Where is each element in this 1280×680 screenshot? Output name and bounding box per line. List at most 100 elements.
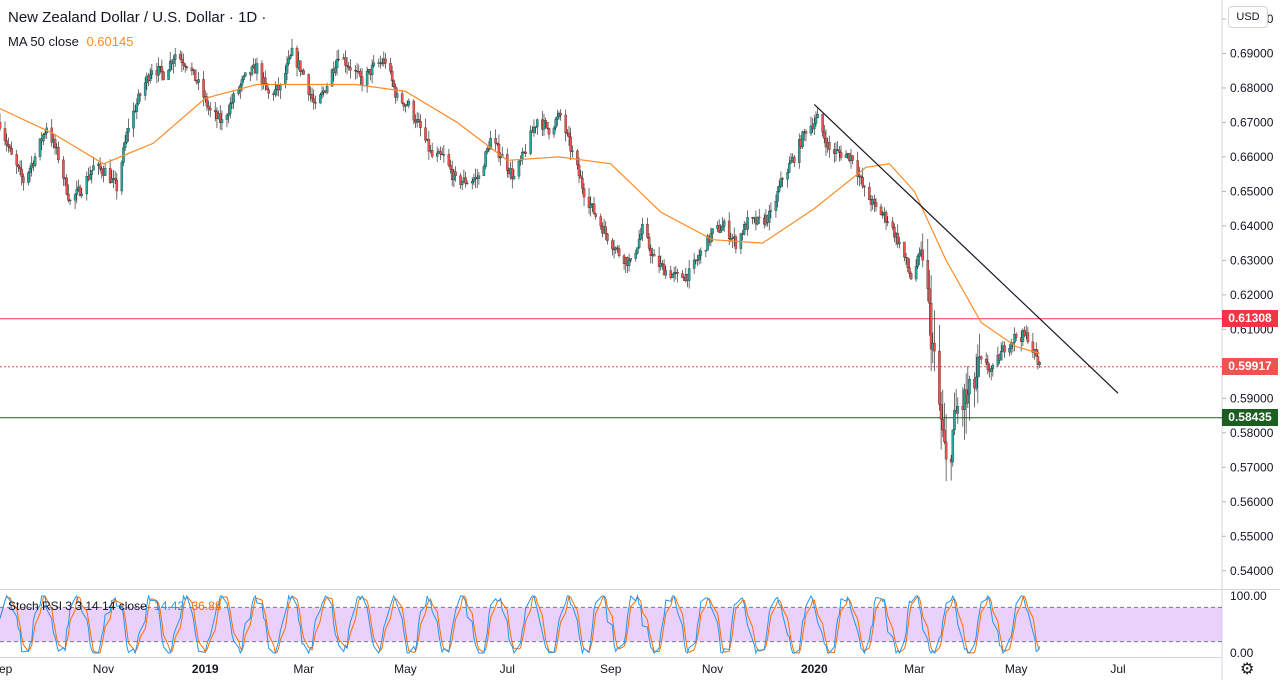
candle-body	[1026, 332, 1030, 343]
y-tick-label: 0.67000	[1230, 115, 1274, 129]
candle-body	[345, 65, 349, 67]
candle-body	[225, 115, 229, 120]
ma-label: MA 50 close	[8, 34, 79, 49]
candle-body	[851, 155, 854, 161]
candle-body	[242, 75, 245, 80]
candle-body	[392, 80, 396, 87]
currency-button[interactable]: USD	[1228, 6, 1268, 28]
candle-body	[207, 105, 210, 109]
candle-body	[359, 71, 362, 77]
candle-body	[821, 114, 824, 133]
candle-body	[916, 255, 920, 267]
stoch-tick-label: 0.00	[1230, 646, 1254, 660]
y-tick-label: 0.59000	[1230, 391, 1274, 405]
candle-body	[485, 148, 489, 152]
candle-body	[465, 183, 469, 185]
candle-body	[918, 253, 921, 257]
candle-body	[354, 70, 357, 72]
candle-body	[115, 179, 119, 192]
candle-body	[125, 131, 129, 143]
candle-body	[611, 240, 614, 250]
candle-body	[435, 153, 439, 157]
candle-body	[904, 256, 908, 259]
candle-body	[581, 178, 584, 189]
candle-body	[120, 162, 124, 192]
price-tag-support: 0.58435	[1222, 409, 1278, 427]
candle-body	[464, 177, 467, 184]
candle-body	[7, 144, 10, 147]
candle-body	[267, 89, 270, 94]
y-tick-label: 0.54000	[1230, 564, 1274, 578]
y-tick-label: 0.56000	[1230, 495, 1274, 509]
x-tick-label: Jul	[1110, 662, 1125, 676]
candle-body	[407, 100, 411, 106]
candle-body	[906, 257, 909, 268]
candle-body	[706, 235, 709, 251]
x-tick-label: 2020	[801, 662, 828, 676]
ma-line	[0, 83, 1040, 355]
candle-body	[746, 217, 749, 230]
candle-body	[68, 200, 72, 202]
candle-body	[73, 194, 77, 201]
x-tick-label: Mar	[904, 662, 925, 676]
candle-body	[229, 103, 232, 114]
candle-body	[65, 177, 68, 195]
candle-body	[559, 112, 562, 116]
candle-body	[18, 166, 22, 170]
candle-body	[1031, 341, 1035, 353]
candle-body	[150, 70, 154, 75]
x-tick-label: May	[1005, 662, 1028, 676]
candle-body	[255, 63, 259, 74]
candle-body	[756, 216, 759, 225]
candle-body	[360, 76, 364, 86]
candle-body	[287, 58, 290, 64]
stoch-k-value: 14.42	[154, 599, 185, 613]
candle-body	[801, 131, 804, 147]
candle-body	[641, 224, 644, 235]
candle-body	[180, 58, 184, 63]
candle-body	[110, 178, 114, 183]
candle-body	[113, 178, 117, 181]
candle-body	[774, 201, 778, 211]
x-tick-label: Nov	[93, 662, 114, 676]
candle-body	[719, 230, 723, 233]
candle-body	[75, 189, 79, 195]
candle-body	[908, 267, 911, 274]
candle-body	[108, 167, 112, 183]
candle-body	[868, 186, 871, 200]
candle-body	[123, 141, 127, 148]
x-tick-label: Mar	[293, 662, 314, 676]
candle-body	[232, 93, 235, 103]
candle-body	[178, 54, 182, 60]
candle-body	[424, 127, 427, 141]
candle-body	[547, 128, 551, 135]
candle-body	[460, 181, 464, 185]
y-tick-label: 0.65000	[1230, 184, 1274, 198]
stoch-tick-label: 100.00	[1230, 589, 1267, 603]
candle-body	[98, 163, 102, 169]
candle-body	[439, 151, 442, 155]
y-tick-label: 0.58000	[1230, 426, 1274, 440]
candle-body	[330, 69, 334, 87]
candle-body	[879, 206, 883, 216]
candle-body	[67, 193, 70, 201]
candle-body	[50, 127, 53, 143]
candle-body	[577, 164, 581, 176]
gear-icon[interactable]: ⚙	[1240, 661, 1255, 678]
candle-body	[589, 204, 592, 208]
candle-body	[778, 185, 781, 192]
candle-body	[489, 138, 492, 150]
candle-body	[38, 138, 42, 157]
candle-body	[974, 376, 978, 389]
candle-body	[138, 93, 142, 96]
candle-body	[856, 160, 859, 178]
candle-body	[157, 66, 160, 76]
candle-body	[168, 60, 172, 71]
candle-body	[552, 127, 556, 135]
candle-body	[661, 263, 664, 265]
candle-body	[334, 67, 337, 73]
candle-body	[349, 67, 352, 71]
candle-body	[85, 176, 89, 195]
candle-body	[1014, 334, 1018, 338]
